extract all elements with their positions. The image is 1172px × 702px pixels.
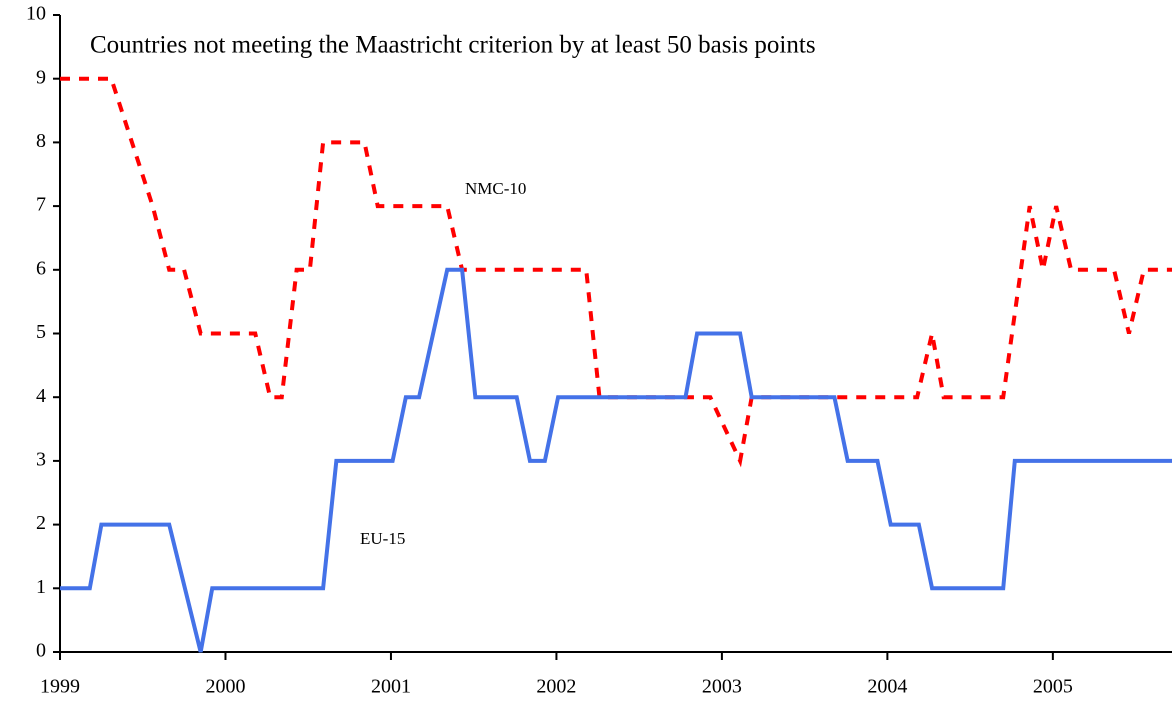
x-tick-label: 2004 [867, 676, 907, 698]
y-tick-label: 9 [36, 66, 46, 88]
series-line [60, 267, 1172, 653]
y-tick-label: 3 [36, 448, 46, 470]
y-tick-label: 7 [36, 194, 46, 216]
series-label: EU-15 [360, 529, 405, 548]
x-tick-label: 2002 [536, 676, 576, 698]
y-tick-label: 0 [36, 640, 46, 662]
y-tick-label: 10 [26, 3, 46, 25]
series-line [60, 76, 1172, 468]
x-tick-label: 1999 [40, 676, 80, 698]
x-tick-label: 2001 [371, 676, 411, 698]
series-label: NMC-10 [465, 179, 526, 198]
y-tick-label: 6 [36, 257, 46, 279]
y-tick-label: 8 [36, 130, 46, 152]
y-tick-label: 4 [36, 385, 46, 407]
y-tick-label: 5 [36, 321, 46, 343]
x-tick-label: 2000 [205, 676, 245, 698]
y-tick-label: 1 [36, 576, 46, 598]
x-tick-label: 2003 [702, 676, 742, 698]
chart-title: Countries not meeting the Maastricht cri… [90, 32, 816, 59]
y-tick-label: 2 [36, 512, 46, 534]
x-tick-label: 2005 [1033, 676, 1073, 698]
